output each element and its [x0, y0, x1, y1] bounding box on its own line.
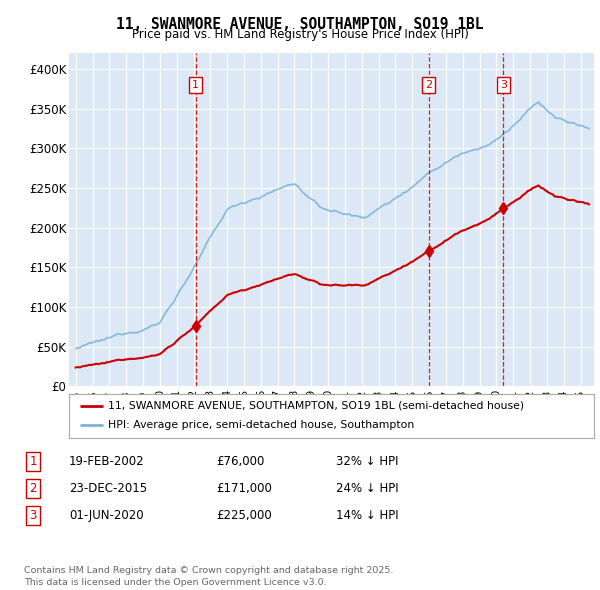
Text: 19-FEB-2002: 19-FEB-2002 — [69, 455, 145, 468]
Text: 32% ↓ HPI: 32% ↓ HPI — [336, 455, 398, 468]
Text: Price paid vs. HM Land Registry's House Price Index (HPI): Price paid vs. HM Land Registry's House … — [131, 28, 469, 41]
Text: 01-JUN-2020: 01-JUN-2020 — [69, 509, 143, 522]
Text: 24% ↓ HPI: 24% ↓ HPI — [336, 482, 398, 495]
Text: HPI: Average price, semi-detached house, Southampton: HPI: Average price, semi-detached house,… — [109, 421, 415, 430]
Text: 14% ↓ HPI: 14% ↓ HPI — [336, 509, 398, 522]
Text: Contains HM Land Registry data © Crown copyright and database right 2025.
This d: Contains HM Land Registry data © Crown c… — [24, 566, 394, 587]
Text: 2: 2 — [29, 482, 37, 495]
Text: £225,000: £225,000 — [216, 509, 272, 522]
Text: 11, SWANMORE AVENUE, SOUTHAMPTON, SO19 1BL (semi-detached house): 11, SWANMORE AVENUE, SOUTHAMPTON, SO19 1… — [109, 401, 524, 411]
Text: £171,000: £171,000 — [216, 482, 272, 495]
Text: £76,000: £76,000 — [216, 455, 265, 468]
Text: 1: 1 — [29, 455, 37, 468]
Text: 2: 2 — [425, 80, 432, 90]
Text: 3: 3 — [29, 509, 37, 522]
Text: 11, SWANMORE AVENUE, SOUTHAMPTON, SO19 1BL: 11, SWANMORE AVENUE, SOUTHAMPTON, SO19 1… — [116, 17, 484, 31]
Text: 1: 1 — [192, 80, 199, 90]
Text: 3: 3 — [500, 80, 507, 90]
Text: 23-DEC-2015: 23-DEC-2015 — [69, 482, 147, 495]
